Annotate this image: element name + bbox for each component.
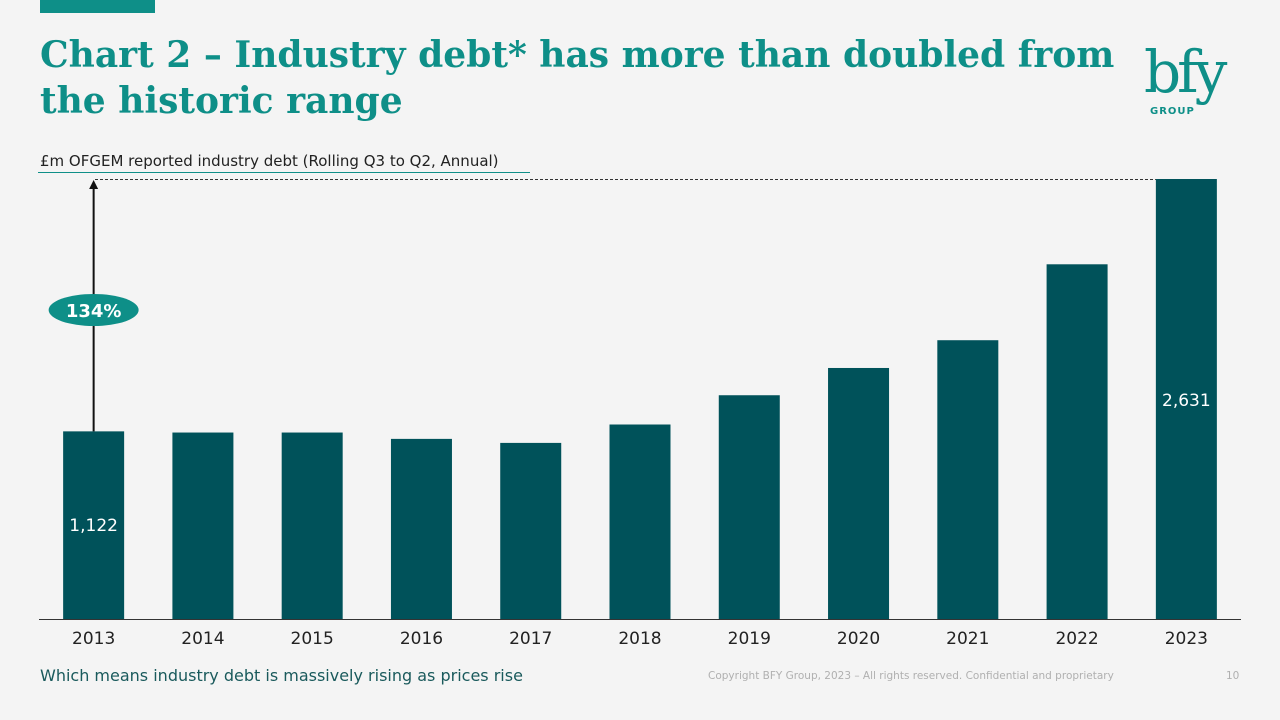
growth-annotation-pill	[48, 294, 139, 326]
bar-2020	[828, 367, 890, 619]
chart-subtitle: £m OFGEM reported industry debt (Rolling…	[40, 152, 499, 170]
slide-title: Chart 2 – Industry debt* has more than d…	[40, 34, 1115, 122]
x-tick-label-2015: 2015	[291, 629, 334, 649]
x-tick-label-2022: 2022	[1055, 629, 1098, 649]
bar-2015	[281, 432, 343, 619]
growth-arrow-head	[89, 180, 99, 189]
subtitle-underline	[38, 172, 530, 173]
x-tick-label-2021: 2021	[946, 629, 989, 649]
bar-2022	[1046, 264, 1108, 619]
bar-2017	[500, 442, 562, 619]
x-tick-label-2020: 2020	[837, 629, 880, 649]
x-tick-label-2018: 2018	[618, 629, 661, 649]
x-tick-label-2014: 2014	[181, 629, 224, 649]
copyright-notice: Copyright BFY Group, 2023 – All rights r…	[708, 670, 1114, 682]
bar-2023	[1155, 179, 1217, 619]
bfy-group-logo: bfy GROUP	[1144, 38, 1232, 117]
x-tick-label-2013: 2013	[72, 629, 115, 649]
bar-2016	[390, 438, 452, 619]
data-label-2013: 1,122	[69, 516, 118, 536]
footnote: Which means industry debt is massively r…	[40, 666, 523, 685]
accent-bar	[40, 0, 155, 13]
page-number: 10	[1226, 670, 1240, 682]
bar-2014	[172, 432, 234, 619]
x-tick-label-2017: 2017	[509, 629, 552, 649]
x-tick-label-2016: 2016	[400, 629, 443, 649]
logo-wordmark: bfy	[1144, 38, 1228, 106]
bar-2018	[609, 424, 671, 619]
data-label-2023: 2,631	[1162, 391, 1211, 411]
growth-annotation-label: 134%	[66, 301, 122, 322]
x-tick-label-2019: 2019	[728, 629, 771, 649]
bar-2013	[63, 431, 125, 619]
bar-2019	[718, 395, 780, 619]
logo-subtext: GROUP	[1150, 106, 1195, 117]
x-tick-label-2023: 2023	[1165, 629, 1208, 649]
bar-2021	[937, 340, 999, 619]
